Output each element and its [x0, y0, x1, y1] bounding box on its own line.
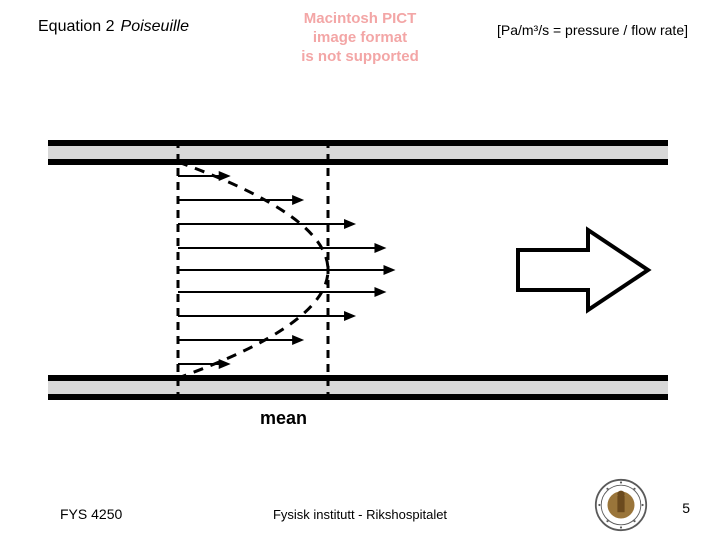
units-label: [Pa/m³/s = pressure / flow rate] — [497, 22, 688, 38]
institute-name: Fysisk institutt - Rikshospitalet — [273, 507, 447, 522]
course-code: FYS 4250 — [60, 506, 122, 522]
equation-name: Poiseuille — [121, 18, 189, 36]
flow-direction-arrow — [518, 230, 648, 310]
velocity-arrow-head — [384, 265, 396, 275]
velocity-arrow-head — [292, 195, 304, 205]
pict-line-2: image format — [270, 29, 450, 48]
university-seal-icon — [594, 478, 648, 532]
velocity-arrows — [178, 171, 396, 369]
mean-label: mean — [260, 408, 307, 429]
pict-line-3: is not supported — [270, 48, 450, 67]
equation-number: Equation 2 — [38, 18, 115, 36]
page-number: 5 — [682, 500, 690, 516]
velocity-arrow-head — [374, 243, 386, 253]
velocity-arrow-head — [344, 219, 356, 229]
pict-line-1: Macintosh PICT — [270, 10, 450, 29]
velocity-arrow-head — [219, 359, 231, 369]
velocity-arrow-head — [374, 287, 386, 297]
velocity-arrow-head — [344, 311, 356, 321]
pict-unsupported-message: Macintosh PICT image format is not suppo… — [270, 10, 450, 66]
velocity-arrow-head — [292, 335, 304, 345]
poiseuille-flow-diagram — [48, 140, 668, 400]
